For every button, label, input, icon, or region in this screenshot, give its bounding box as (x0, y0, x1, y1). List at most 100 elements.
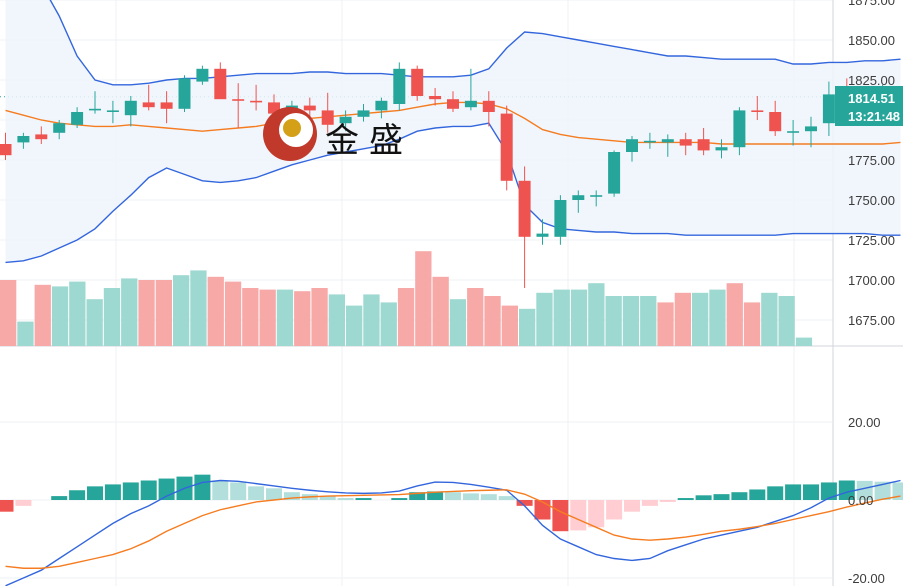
volume-bar (622, 296, 640, 346)
volume-bar (674, 292, 691, 346)
candle-body (751, 110, 764, 112)
candle-body (536, 233, 549, 237)
candle-body (89, 108, 101, 111)
price-tick-label: 1750.00 (848, 193, 895, 208)
candle-body (429, 96, 442, 100)
volume-bar (363, 294, 380, 346)
candle-body (250, 100, 263, 103)
candle-body (214, 68, 227, 100)
upper-band-line (49, 0, 901, 86)
macd-histogram-bar (588, 500, 605, 528)
macd-histogram (0, 474, 903, 532)
candle-body (357, 110, 370, 117)
candle-body (590, 195, 603, 197)
macd-histogram-bar (785, 484, 802, 500)
macd-histogram-bar (731, 492, 748, 500)
candle-body (339, 116, 352, 124)
macd-histogram-bar (462, 493, 479, 500)
jinsheng-logo: 金盛 (263, 107, 403, 161)
macd-histogram-bar (230, 482, 247, 500)
volume-bar (640, 296, 657, 346)
macd-tick-label: 20.00 (848, 415, 881, 430)
volume-bar (207, 276, 224, 346)
volume-bar (501, 305, 518, 346)
volume-bar (795, 337, 813, 346)
macd-histogram-bar (15, 500, 32, 506)
last-price-tag-bg (835, 86, 903, 126)
candle-body (411, 68, 424, 96)
macd-histogram-bar (856, 480, 873, 500)
volume-bar (761, 292, 778, 346)
macd-lines (5, 479, 901, 586)
macd-histogram-bar (337, 498, 354, 500)
candle-body (482, 100, 495, 112)
macd-histogram-bar (498, 496, 515, 500)
volume-bar (276, 289, 294, 346)
candle-body (17, 136, 30, 143)
macd-histogram-bar (212, 480, 229, 500)
volume-bar (553, 289, 570, 346)
price-tick-label: 1700.00 (848, 273, 895, 288)
volume-bar (311, 288, 328, 346)
macd-histogram-bar (427, 491, 444, 500)
price-tick-label: 1725.00 (848, 233, 895, 248)
candle-body (303, 105, 316, 111)
candle-body (35, 134, 48, 140)
volume-bar (484, 296, 501, 346)
candle-body (53, 123, 66, 133)
macd-histogram-bar (69, 490, 86, 500)
candle-body (500, 113, 513, 181)
volume-bar (17, 321, 34, 346)
macd-histogram-bar (391, 498, 408, 500)
macd-histogram-bar (713, 494, 730, 500)
candle-body (608, 152, 621, 194)
candle-body (268, 102, 280, 114)
lower-band-line (5, 122, 901, 264)
macd-histogram-bar (838, 480, 855, 500)
macd-axis: 20.00 0.00 -20.00 (848, 415, 885, 586)
bollinger-band-fill (5, 0, 901, 263)
candle-body (769, 112, 782, 132)
macd-histogram-bar (0, 500, 14, 512)
macd-histogram-bar (409, 492, 426, 500)
macd-histogram-bar (767, 486, 784, 500)
volume-bar (726, 283, 743, 346)
volume-bar (69, 281, 86, 346)
candle-body (464, 100, 477, 108)
volume-bar (242, 288, 259, 346)
volume-bar (709, 289, 726, 346)
volume-bar (570, 289, 588, 346)
candle-body (518, 180, 531, 237)
macd-histogram-bar (283, 492, 300, 500)
candle-body (554, 200, 567, 237)
price-axis: 1875.001850.001825.001800.001775.001750.… (848, 0, 895, 328)
price-tick-label: 1675.00 (848, 313, 895, 328)
candle-body (626, 139, 638, 152)
volume-bar (657, 302, 674, 346)
countdown-label: 13:21:48 (848, 109, 900, 124)
volume-bar (51, 286, 69, 346)
last-price-label: 1814.51 (848, 91, 895, 106)
volume-bar (536, 292, 553, 346)
macd-line (5, 479, 901, 586)
macd-histogram-bar (355, 498, 372, 500)
macd-histogram-bar (248, 486, 265, 500)
volume-bar (519, 308, 536, 346)
volume-bar (138, 280, 155, 346)
volume-bar (155, 280, 172, 346)
candle-body (393, 68, 406, 104)
macd-histogram-bar (516, 500, 533, 506)
candle-body (196, 68, 209, 82)
candle-body (661, 139, 674, 143)
macd-histogram-bar (480, 494, 497, 500)
macd-histogram-bar (606, 500, 623, 520)
macd-histogram-bar (319, 496, 336, 500)
candle-body (787, 131, 800, 133)
candle-body (572, 195, 585, 200)
candle-body (178, 78, 191, 109)
macd-histogram-bar (266, 488, 282, 500)
volume-bar (467, 288, 484, 346)
macd-histogram-bar (122, 482, 139, 500)
price-tick-label: 1775.00 (848, 153, 895, 168)
